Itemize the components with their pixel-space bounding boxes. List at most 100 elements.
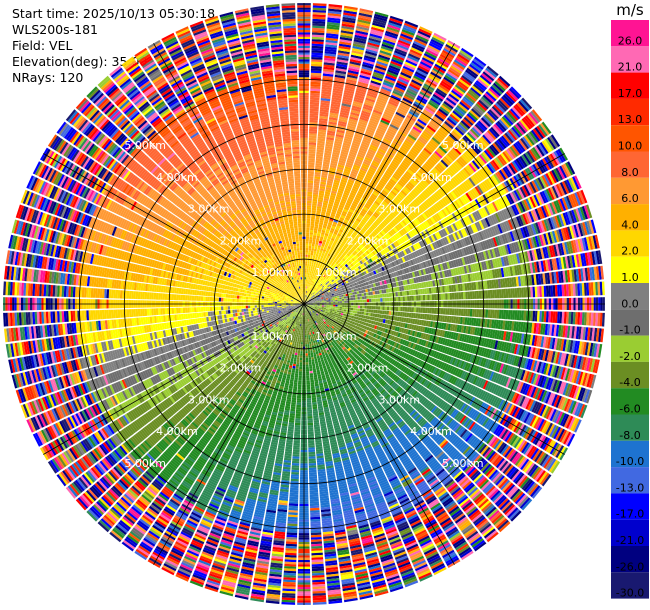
- gate: [337, 299, 340, 302]
- gate: [349, 114, 359, 119]
- gate: [371, 306, 374, 310]
- gate: [398, 306, 401, 312]
- gate: [361, 311, 365, 315]
- gate: [323, 66, 335, 71]
- gate: [442, 293, 446, 300]
- gate: [309, 259, 312, 262]
- gate: [326, 302, 329, 304]
- gate: [420, 307, 423, 313]
- gate: [472, 291, 475, 299]
- ray: [304, 4, 343, 304]
- gate: [460, 308, 464, 316]
- gate: [312, 14, 326, 18]
- gate: [349, 59, 362, 64]
- gate: [339, 155, 347, 160]
- gate: [341, 23, 355, 28]
- gate: [304, 281, 306, 284]
- gate: [314, 246, 318, 250]
- gate: [337, 164, 345, 169]
- gate: [310, 92, 320, 96]
- gate: [304, 286, 306, 289]
- gate: [333, 83, 344, 88]
- gate: [306, 205, 312, 208]
- gate: [304, 288, 306, 291]
- gate: [365, 48, 378, 54]
- gate: [348, 67, 360, 73]
- gate: [312, 255, 316, 259]
- gate: [321, 89, 332, 93]
- gate: [304, 299, 305, 302]
- gate: [319, 118, 328, 122]
- gate: [304, 299, 305, 302]
- gate: [337, 308, 340, 311]
- gate: [355, 300, 358, 303]
- gate: [326, 33, 339, 37]
- gate: [458, 308, 462, 316]
- gate: [314, 260, 317, 263]
- gate: [315, 160, 323, 164]
- gate: [313, 185, 320, 189]
- gate: [308, 250, 311, 253]
- gate: [323, 306, 327, 308]
- gate: [350, 56, 362, 62]
- gate: [321, 302, 325, 304]
- gate: [340, 153, 348, 158]
- gate: [342, 142, 351, 147]
- gate: [328, 201, 334, 205]
- gate: [309, 106, 319, 110]
- instrument-label: WLS200s-181: [12, 22, 98, 37]
- gate: [304, 295, 306, 298]
- gate: [375, 294, 378, 299]
- gate: [313, 262, 316, 266]
- gate: [317, 229, 322, 232]
- gate: [366, 299, 370, 303]
- gate: [353, 39, 366, 44]
- gate: [310, 75, 322, 78]
- gate: [349, 63, 361, 68]
- gate: [324, 150, 332, 154]
- gate: [322, 75, 334, 79]
- gate: [339, 306, 343, 309]
- gate: [327, 13, 342, 17]
- gate: [312, 32, 325, 36]
- gate: [357, 19, 371, 25]
- gate: [324, 195, 330, 200]
- gate: [306, 268, 309, 271]
- gate: [351, 107, 361, 113]
- gate: [316, 251, 320, 255]
- gate: [355, 92, 366, 97]
- gate: [324, 148, 333, 152]
- gate: [323, 71, 334, 75]
- gate: [311, 57, 323, 60]
- gate: [326, 137, 335, 141]
- gate: [307, 182, 314, 186]
- gate: [326, 132, 335, 136]
- gate: [305, 241, 309, 244]
- gate: [362, 61, 374, 67]
- gate: [363, 312, 367, 316]
- gate: [307, 277, 309, 280]
- gate: [334, 175, 342, 179]
- gate: [366, 305, 370, 309]
- gate: [306, 290, 308, 294]
- gate: [354, 36, 367, 42]
- gate: [316, 210, 321, 214]
- gate: [308, 140, 317, 143]
- gate: [304, 292, 306, 296]
- gate: [333, 81, 345, 86]
- gate: [305, 263, 307, 266]
- gate: [305, 290, 307, 293]
- gate: [319, 113, 329, 117]
- gate: [357, 305, 361, 309]
- gate: [326, 134, 335, 139]
- gate: [330, 103, 341, 108]
- gate: [315, 219, 320, 223]
- gate: [348, 118, 358, 123]
- gate: [315, 163, 322, 166]
- gate: [433, 294, 437, 301]
- gate: [352, 48, 364, 53]
- gate: [310, 255, 313, 258]
- gate: [373, 306, 376, 310]
- gate: [348, 120, 357, 126]
